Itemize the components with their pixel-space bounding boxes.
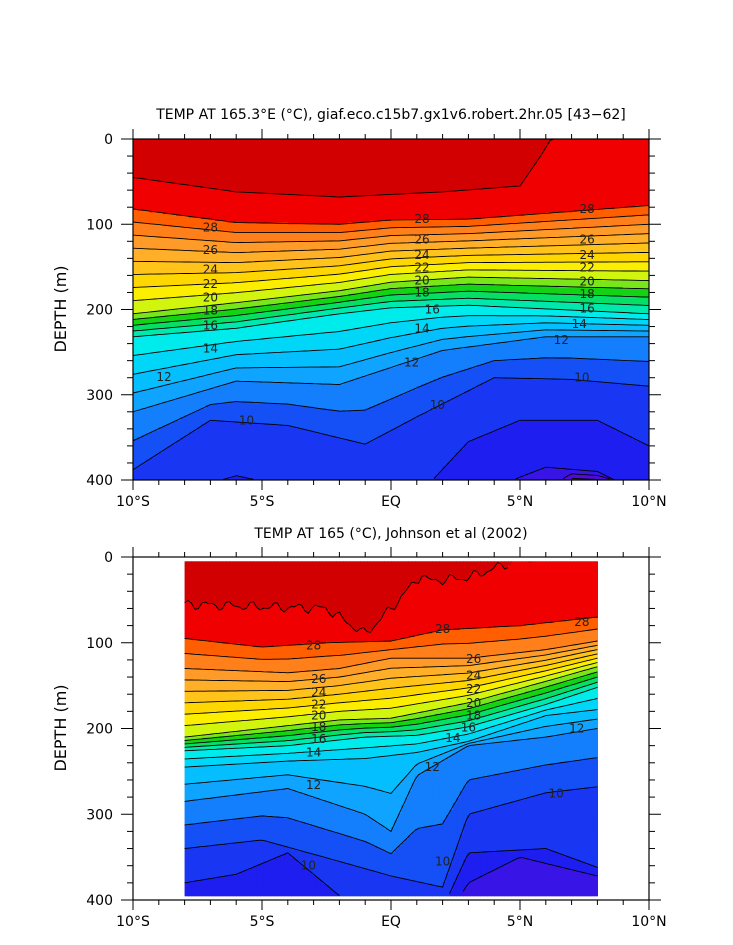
- top-panel: TEMP AT 165.3°E (°C), giaf.eco.c15b7.gx1…: [51, 107, 667, 510]
- top-chart-title: TEMP AT 165.3°E (°C), giaf.eco.c15b7.gx1…: [155, 107, 626, 123]
